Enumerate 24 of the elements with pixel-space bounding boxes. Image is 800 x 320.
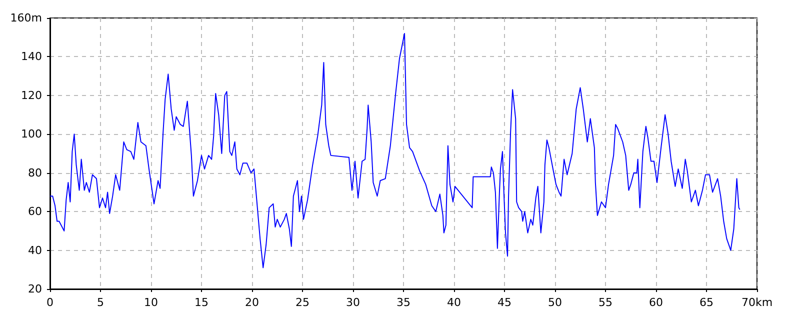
line-series (50, 32, 740, 268)
y-tick-label: 160m (10, 12, 42, 24)
x-tick-label: 35 (396, 296, 410, 309)
x-tick-label: 15 (194, 296, 208, 309)
y-tick-label: 140 (21, 50, 42, 64)
y-tick-label: 20 (28, 282, 42, 296)
x-tick-label: 55 (598, 296, 612, 309)
x-tick-label: 10 (144, 296, 158, 309)
x-tick-label: 65 (700, 296, 714, 309)
x-tick-label: 0 (46, 296, 54, 309)
x-tick-label: 5 (97, 296, 104, 309)
x-tick-label: 25 (296, 296, 310, 309)
y-tick-label: 100 (21, 128, 42, 141)
x-tick-label: 20 (245, 296, 259, 309)
y-tick-label: 120 (21, 88, 42, 102)
x-tick-label: 30 (346, 296, 360, 309)
x-tick-label: 45 (498, 296, 512, 309)
y-tick-label: 60 (28, 205, 42, 218)
x-tick-label: 40 (447, 296, 461, 309)
x-tick-label: 70km (741, 296, 773, 309)
y-tick-label: 80 (28, 166, 42, 180)
x-tick-label: 60 (649, 296, 663, 309)
x-tick-label: 50 (548, 296, 562, 309)
y-tick-label: 40 (28, 244, 42, 257)
